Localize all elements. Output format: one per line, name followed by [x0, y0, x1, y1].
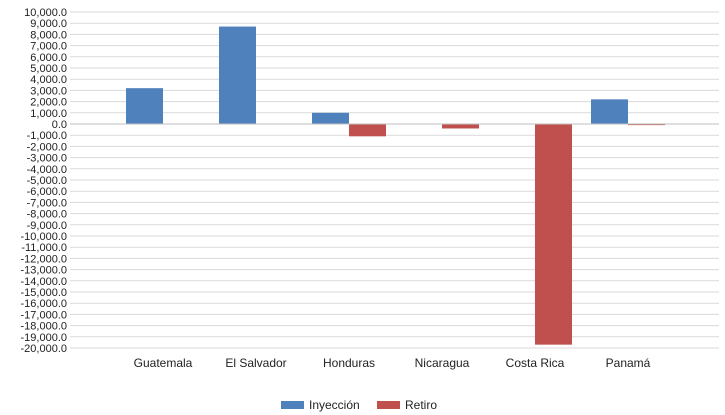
y-tick-label: -19,000.0 — [21, 332, 67, 344]
x-category-label: Guatemala — [134, 356, 193, 370]
bar-inyeccion — [219, 26, 256, 125]
x-category-label: Nicaragua — [415, 356, 470, 370]
y-tick-label: 1,000.0 — [30, 108, 67, 120]
y-tick-label: -8,000.0 — [27, 209, 67, 221]
legend: Inyección Retiro — [281, 398, 437, 412]
y-tick-label: 10,000.0 — [24, 7, 67, 19]
bars — [126, 26, 665, 345]
bar-inyeccion — [312, 112, 349, 124]
x-category-label: Costa Rica — [506, 356, 565, 370]
y-tick-label: -3,000.0 — [27, 153, 67, 165]
bar-inyeccion — [591, 99, 628, 124]
y-tick-label: -4,000.0 — [27, 164, 67, 176]
gridlines — [70, 11, 719, 349]
x-category-label: Honduras — [323, 356, 375, 370]
y-tick-label: -9,000.0 — [27, 220, 67, 232]
y-tick-label: -5,000.0 — [27, 175, 67, 187]
bar-inyeccion — [126, 88, 163, 124]
x-category-label: Panamá — [606, 356, 651, 370]
legend-swatch — [377, 401, 400, 409]
bar-retiro — [442, 124, 479, 129]
y-tick-label: 5,000.0 — [30, 63, 67, 75]
y-tick-label: 8,000.0 — [30, 29, 67, 41]
y-tick-label: -20,000.0 — [21, 343, 67, 355]
bar-retiro — [535, 124, 572, 345]
y-axis-tick-labels: 10,000.09,000.08,000.07,000.06,000.05,00… — [21, 7, 67, 355]
y-tick-label: 6,000.0 — [30, 52, 67, 64]
y-tick-label: 3,000.0 — [30, 85, 67, 97]
y-tick-label: -18,000.0 — [21, 321, 67, 333]
y-tick-label: -10,000.0 — [21, 231, 67, 243]
y-tick-label: -13,000.0 — [21, 265, 67, 277]
y-tick-label: 4,000.0 — [30, 74, 67, 86]
y-tick-label: -11,000.0 — [21, 242, 67, 254]
y-tick-label: -7,000.0 — [27, 197, 67, 209]
y-tick-label: -12,000.0 — [21, 253, 67, 265]
bar-retiro — [349, 124, 386, 137]
y-tick-label: -14,000.0 — [21, 276, 67, 288]
y-tick-label: 0.0 — [52, 119, 67, 131]
y-tick-label: -16,000.0 — [21, 298, 67, 310]
x-axis-category-labels: Guatemala El Salvador Honduras Nicaragua Cos… — [134, 356, 651, 370]
x-category-label: El Salvador — [225, 356, 286, 370]
legend-label: Retiro — [405, 398, 437, 412]
y-tick-label: 9,000.0 — [30, 18, 67, 30]
y-tick-label: -6,000.0 — [27, 186, 67, 198]
y-tick-label: -2,000.0 — [27, 141, 67, 153]
y-tick-label: 2,000.0 — [30, 97, 67, 109]
bar-retiro — [628, 124, 665, 126]
legend-swatch — [281, 401, 304, 409]
y-tick-label: 7,000.0 — [30, 41, 67, 53]
y-tick-label: -15,000.0 — [21, 287, 67, 299]
y-tick-label: -17,000.0 — [21, 309, 67, 321]
y-tick-label: -1,000.0 — [27, 130, 67, 142]
legend-label: Inyección — [309, 398, 360, 412]
